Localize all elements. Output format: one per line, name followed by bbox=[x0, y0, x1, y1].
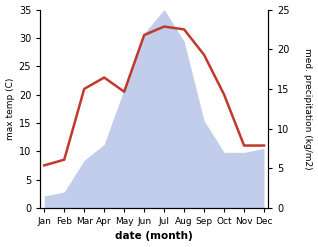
X-axis label: date (month): date (month) bbox=[115, 231, 193, 242]
Y-axis label: max temp (C): max temp (C) bbox=[5, 78, 15, 140]
Y-axis label: med. precipitation (kg/m2): med. precipitation (kg/m2) bbox=[303, 48, 313, 169]
